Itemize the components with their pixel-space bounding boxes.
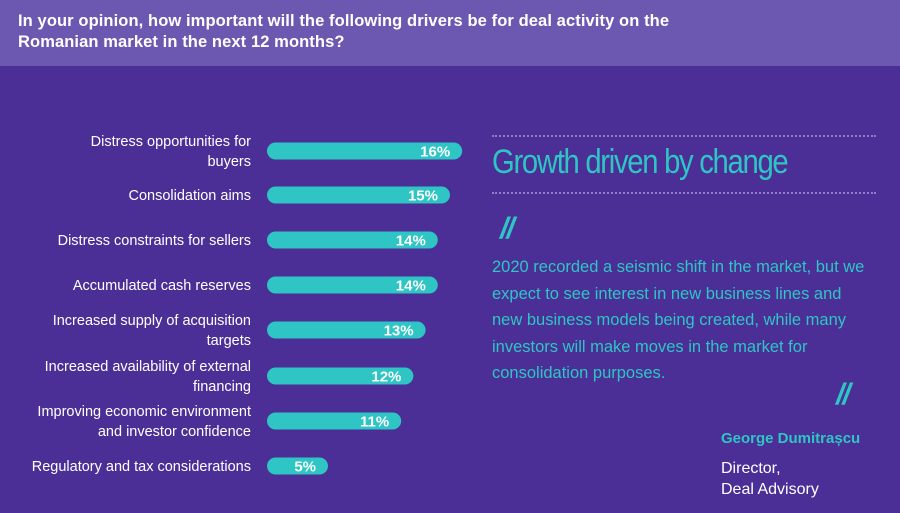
- question-title-line-1: In your opinion, how important will the …: [18, 12, 670, 30]
- panel-title: Growth driven by change: [492, 143, 789, 181]
- bar-3: [267, 276, 438, 294]
- bar-value-label-2: 14%: [396, 233, 426, 250]
- bar-4: [267, 321, 426, 339]
- quote-line-2: expect to see interest in new business l…: [492, 285, 842, 303]
- category-label-6-line-1: and investor confidence: [98, 424, 251, 440]
- bar-value-label-7: 5%: [294, 459, 316, 476]
- category-label-3-line-0: Accumulated cash reserves: [73, 278, 251, 294]
- category-label-4-line-0: Increased supply of acquisition: [53, 313, 251, 329]
- panel-top-divider: [492, 135, 876, 137]
- bar-value-label-5: 12%: [371, 369, 401, 386]
- bar-value-label-0: 16%: [420, 144, 450, 161]
- category-label-5-line-1: financing: [193, 379, 251, 395]
- question-header: In your opinion, how important will the …: [0, 0, 900, 66]
- bar-2: [267, 231, 438, 249]
- category-label-7-line-0: Regulatory and tax considerations: [32, 459, 251, 475]
- bar-5: [267, 367, 414, 385]
- category-label-0-line-0: Distress opportunities for: [91, 134, 252, 150]
- bar-value-label-6: 11%: [360, 414, 389, 431]
- bar-0: [267, 142, 463, 160]
- quote-line-4: investors will make moves in the market …: [492, 338, 808, 356]
- category-label-4-line-1: targets: [207, 333, 251, 349]
- bar-1: [267, 186, 450, 204]
- bar-value-label-1: 15%: [408, 188, 438, 205]
- close-quote-icon: //: [836, 378, 851, 411]
- author-name: George Dumitrașcu: [721, 430, 861, 447]
- category-label-1-line-0: Consolidation aims: [128, 188, 251, 204]
- category-label-6-line-0: Improving economic environment: [37, 404, 251, 420]
- panel-bottom-divider: [492, 192, 876, 194]
- author-role-line-2: Deal Advisory: [721, 481, 819, 498]
- bar-6: [267, 412, 402, 430]
- quote-line-1: 2020 recorded a seismic shift in the mar…: [492, 258, 865, 276]
- author-role-line-1: Director,: [721, 460, 781, 477]
- bar-value-label-3: 14%: [396, 278, 426, 295]
- quote-line-3: new business models being created, while…: [492, 311, 847, 329]
- bar-value-label-4: 13%: [384, 323, 414, 340]
- drivers-bar-chart: 16% Distress opportunities for buyers 15% Co…: [32, 134, 463, 476]
- open-quote-icon: //: [500, 212, 515, 245]
- category-label-2-line-0: Distress constraints for sellers: [58, 233, 251, 249]
- quote-line-5: consolidation purposes.: [492, 364, 666, 382]
- question-title-line-2: Romanian market in the next 12 months?: [18, 33, 345, 51]
- category-label-5-line-0: Increased availability of external: [45, 359, 251, 375]
- category-label-0-line-1: buyers: [207, 154, 251, 170]
- bar-7: [267, 457, 328, 475]
